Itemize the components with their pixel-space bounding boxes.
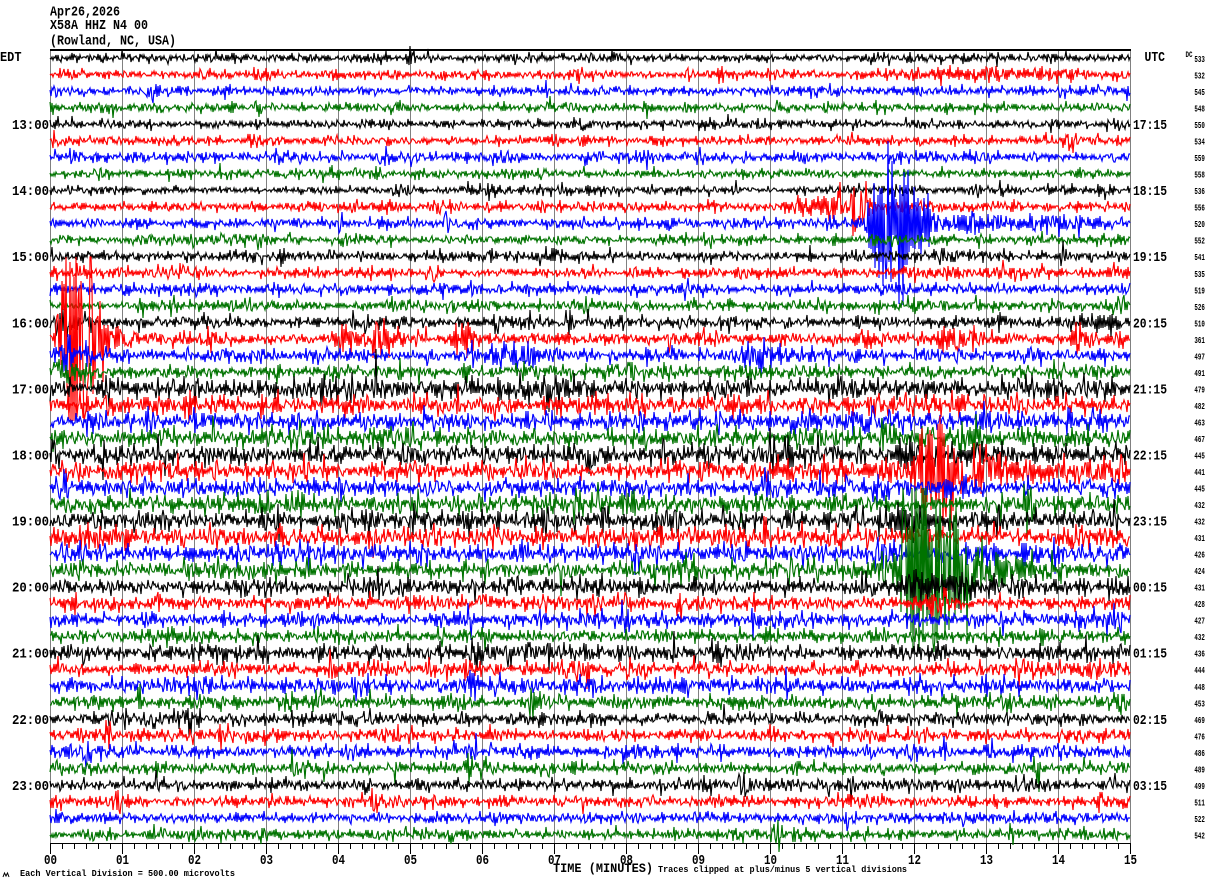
svg-text:01: 01	[116, 853, 129, 869]
svg-text:432: 432	[1194, 518, 1205, 528]
svg-text:03: 03	[260, 853, 273, 869]
svg-text:21:15: 21:15	[1133, 382, 1167, 398]
svg-text:526: 526	[1194, 303, 1205, 313]
svg-text:00:15: 00:15	[1133, 581, 1167, 597]
svg-text:15: 15	[1124, 853, 1137, 869]
svg-text:559: 559	[1194, 154, 1205, 164]
svg-text:22:00: 22:00	[12, 713, 49, 729]
svg-text:510: 510	[1194, 319, 1205, 329]
svg-text:13:00: 13:00	[12, 118, 49, 134]
svg-text:X58A HHZ N4 00: X58A HHZ N4 00	[50, 19, 148, 34]
svg-text:07: 07	[548, 853, 561, 869]
svg-text:522: 522	[1194, 815, 1205, 825]
svg-text:02:15: 02:15	[1133, 713, 1167, 729]
svg-text:431: 431	[1194, 584, 1205, 594]
svg-text:463: 463	[1194, 418, 1205, 428]
svg-text:13: 13	[980, 853, 993, 869]
svg-text:20:15: 20:15	[1133, 316, 1167, 332]
svg-text:469: 469	[1194, 716, 1205, 726]
svg-text:445: 445	[1194, 485, 1205, 495]
svg-text:19:15: 19:15	[1133, 250, 1167, 266]
svg-text:486: 486	[1194, 749, 1205, 759]
svg-text:497: 497	[1194, 352, 1205, 362]
svg-text:520: 520	[1194, 220, 1205, 230]
svg-text:21:00: 21:00	[12, 647, 49, 663]
svg-text:Traces clipped at plus/minus 5: Traces clipped at plus/minus 5 vertical …	[658, 864, 907, 875]
svg-text:432: 432	[1194, 501, 1205, 511]
svg-text:14: 14	[1052, 853, 1065, 869]
svg-text:489: 489	[1194, 765, 1205, 775]
svg-text:15:00: 15:00	[12, 250, 49, 266]
svg-text:00: 00	[44, 853, 57, 869]
svg-text:441: 441	[1194, 468, 1205, 478]
svg-text:476: 476	[1194, 732, 1205, 742]
svg-text:499: 499	[1194, 782, 1205, 792]
svg-text:424: 424	[1194, 567, 1205, 577]
svg-text:TIME (MINUTES): TIME (MINUTES)	[553, 861, 653, 876]
svg-text:533: 533	[1194, 55, 1205, 65]
svg-text:UTC: UTC	[1145, 51, 1166, 66]
svg-text:08: 08	[620, 853, 633, 869]
svg-text:558: 558	[1194, 171, 1205, 181]
svg-text:532: 532	[1194, 72, 1205, 82]
svg-text:444: 444	[1194, 666, 1205, 676]
svg-text:14:00: 14:00	[12, 184, 49, 200]
svg-text:11: 11	[836, 853, 849, 869]
svg-text:(Rowland, NC, USA): (Rowland, NC, USA)	[50, 35, 176, 50]
svg-text:491: 491	[1194, 369, 1205, 379]
svg-text:479: 479	[1194, 385, 1205, 395]
svg-text:EDT: EDT	[0, 51, 22, 66]
svg-text:Each Vertical Division = 500.: Each Vertical Division = 500.00 microvol…	[20, 868, 235, 879]
svg-text:548: 548	[1194, 105, 1205, 115]
svg-text:18:15: 18:15	[1133, 184, 1167, 200]
svg-text:361: 361	[1194, 336, 1205, 346]
svg-text:545: 545	[1194, 88, 1205, 98]
svg-text:23:00: 23:00	[12, 779, 49, 795]
svg-text:534: 534	[1194, 138, 1205, 148]
svg-text:453: 453	[1194, 699, 1205, 709]
svg-text:17:00: 17:00	[12, 382, 49, 398]
svg-text:552: 552	[1194, 237, 1205, 247]
svg-text:20:00: 20:00	[12, 581, 49, 597]
svg-text:482: 482	[1194, 402, 1205, 412]
svg-text:535: 535	[1194, 270, 1205, 280]
svg-text:10: 10	[764, 853, 777, 869]
svg-text:16:00: 16:00	[12, 316, 49, 332]
svg-text:541: 541	[1194, 253, 1205, 263]
svg-text:432: 432	[1194, 633, 1205, 643]
svg-text:445: 445	[1194, 451, 1205, 461]
svg-text:436: 436	[1194, 650, 1205, 660]
svg-text:04: 04	[332, 853, 345, 869]
svg-text:448: 448	[1194, 683, 1205, 693]
svg-text:Apr26,2026: Apr26,2026	[50, 6, 120, 21]
svg-text:22:15: 22:15	[1133, 448, 1167, 464]
svg-text:431: 431	[1194, 534, 1205, 544]
svg-text:05: 05	[404, 853, 417, 869]
svg-text:17:15: 17:15	[1133, 118, 1167, 134]
svg-text:519: 519	[1194, 286, 1205, 296]
svg-text:23:15: 23:15	[1133, 515, 1167, 531]
svg-text:542: 542	[1194, 831, 1205, 841]
svg-text:DC: DC	[1186, 51, 1193, 60]
svg-text:02: 02	[188, 853, 201, 869]
svg-text:18:00: 18:00	[12, 448, 49, 464]
svg-text:19:00: 19:00	[12, 515, 49, 531]
svg-text:536: 536	[1194, 187, 1205, 197]
svg-text:550: 550	[1194, 121, 1205, 131]
svg-text:06: 06	[476, 853, 489, 869]
svg-text:01:15: 01:15	[1133, 647, 1167, 663]
svg-text:428: 428	[1194, 600, 1205, 610]
svg-text:426: 426	[1194, 551, 1205, 561]
svg-text:556: 556	[1194, 204, 1205, 214]
svg-text:03:15: 03:15	[1133, 779, 1167, 795]
svg-text:09: 09	[692, 853, 705, 869]
svg-text:511: 511	[1194, 798, 1205, 808]
svg-text:467: 467	[1194, 435, 1205, 445]
svg-text:12: 12	[908, 853, 921, 869]
svg-text:427: 427	[1194, 617, 1205, 627]
